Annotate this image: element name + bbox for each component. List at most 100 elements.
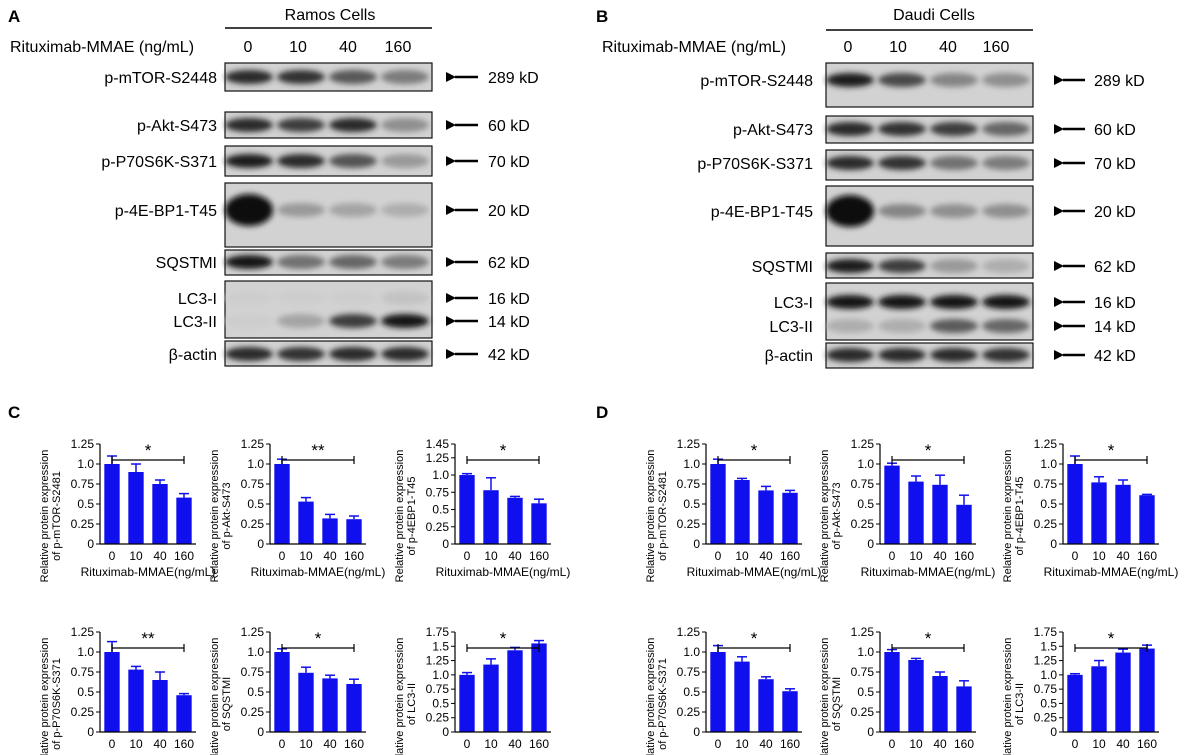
x-tick-label: 160 xyxy=(344,549,364,563)
x-axis-label: Rituximab-MMAE(ng/mL) xyxy=(81,565,216,579)
x-axis-label: Rituximab-MMAE(ng/mL) xyxy=(687,565,822,579)
y-tick-label: 1.25 xyxy=(241,625,265,639)
x-tick-label: 10 xyxy=(484,737,498,751)
y-tick-label: 1.0 xyxy=(1040,457,1057,471)
protein-label: p-4E-BP1-T45 xyxy=(115,203,217,220)
y-tick-label: 0 xyxy=(442,537,449,551)
blot-strip: p-P70S6K-S371 70 kD xyxy=(101,145,530,177)
protein-band xyxy=(930,319,978,333)
bar-chart: 0 0.25 0.5 0.75 1.0 1.25 0 10 40 160 Rituximab-MMA… xyxy=(819,625,995,755)
protein-band xyxy=(826,122,874,136)
x-tick-label: 10 xyxy=(484,549,498,563)
dose-labels: 0 10 40 160 xyxy=(844,39,1010,56)
protein-label: LC3-II xyxy=(173,314,217,331)
y-tick-label: 0 xyxy=(257,725,264,739)
y-axis-label-line: Relative protein expression xyxy=(1002,450,1014,583)
y-tick-label: 0.75 xyxy=(71,477,95,491)
blot-strip: p-4E-BP1-T45 20 kD xyxy=(711,185,1136,247)
y-tick-label: 0.75 xyxy=(1034,477,1058,491)
significance-marker: * xyxy=(315,629,322,648)
y-tick-label: 0.25 xyxy=(241,705,265,719)
protein-band xyxy=(826,73,874,87)
protein-band xyxy=(381,70,429,84)
protein-band xyxy=(878,295,926,309)
x-tick-label: 0 xyxy=(279,549,286,563)
blot-strip: LC3-I 16 kD LC3-II 14 kD xyxy=(173,280,530,339)
y-axis-label-line: of p-P70S6K-S371 xyxy=(657,658,669,750)
bar xyxy=(176,497,192,544)
x-tick-label: 160 xyxy=(344,737,364,751)
molecular-weight-label: 20 kD xyxy=(488,203,530,220)
molecular-weight-label: 14 kD xyxy=(1094,319,1136,336)
y-axis-label-line: Relative protein expression xyxy=(394,450,406,583)
y-tick-label: 1.25 xyxy=(1034,437,1058,451)
y-tick-label: 1.0 xyxy=(432,468,449,482)
y-tick-label: 1.0 xyxy=(857,645,874,659)
panel-letter-b: B xyxy=(596,7,608,26)
bar xyxy=(346,684,362,732)
y-axis-label-line: of p-4EBP1-T45 xyxy=(406,477,418,556)
significance-marker: * xyxy=(145,441,152,460)
protein-band xyxy=(225,347,273,361)
y-tick-label: 0.5 xyxy=(1040,497,1057,511)
bar xyxy=(956,504,972,544)
protein-label: β-actin xyxy=(765,348,813,365)
y-axis-label-line: Relative protein expression xyxy=(645,638,657,755)
y-tick-label: 1.25 xyxy=(851,437,875,451)
y-tick-label: 0.25 xyxy=(71,517,95,531)
bar xyxy=(710,652,726,732)
y-axis-label-line: of SQSTMI xyxy=(221,677,233,731)
molecular-weight-label: 16 kD xyxy=(488,291,530,308)
y-tick-label: 0.75 xyxy=(677,477,701,491)
protein-band xyxy=(381,347,429,361)
panel-letter-c: C xyxy=(8,403,20,422)
blot-strip: SQSTMI 62 kD xyxy=(156,249,530,276)
molecular-weight-label: 60 kD xyxy=(488,118,530,135)
y-tick-label: 1.25 xyxy=(426,654,450,668)
dose-label: 0 xyxy=(244,39,253,56)
y-tick-label: 0.25 xyxy=(71,705,95,719)
protein-band xyxy=(329,255,377,269)
y-tick-label: 0 xyxy=(867,725,874,739)
protein-band xyxy=(329,314,377,328)
bar-chart: 0 0.25 0.5 0.75 1.0 1.25 0 10 40 160 Rituximab-MMA… xyxy=(39,437,215,582)
dose-label: 160 xyxy=(983,39,1010,56)
y-tick-label: 1.0 xyxy=(77,457,94,471)
protein-band xyxy=(381,291,429,305)
y-tick-label: 1.0 xyxy=(77,645,94,659)
protein-band xyxy=(878,73,926,87)
molecular-weight-label: 289 kD xyxy=(488,70,539,87)
y-axis-label-line: Relative protein expression xyxy=(39,450,51,583)
x-tick-label: 160 xyxy=(529,549,549,563)
protein-band xyxy=(982,259,1030,273)
protein-band xyxy=(982,348,1030,362)
molecular-weight-label: 16 kD xyxy=(1094,295,1136,312)
y-tick-label: 0 xyxy=(1050,725,1057,739)
bar xyxy=(758,490,774,544)
western-blot-daudi: Daudi Cells Rituximab-MMAE (ng/mL) 0 10 40… xyxy=(602,7,1145,369)
x-tick-label: 10 xyxy=(735,549,749,563)
protein-label: SQSTMI xyxy=(752,259,813,276)
bar xyxy=(908,481,924,544)
protein-band xyxy=(930,259,978,273)
bar xyxy=(128,472,144,544)
blot-strip: p-4E-BP1-T45 20 kD xyxy=(115,182,530,248)
x-tick-label: 40 xyxy=(759,549,773,563)
bar xyxy=(1091,666,1107,732)
x-tick-label: 10 xyxy=(299,737,313,751)
protein-band xyxy=(826,156,874,170)
y-axis-label-line: of p-4EBP1-T45 xyxy=(1014,477,1026,556)
y-tick-label: 1.25 xyxy=(677,437,701,451)
molecular-weight-label: 62 kD xyxy=(1094,259,1136,276)
y-tick-label: 1.25 xyxy=(677,625,701,639)
bar xyxy=(298,672,314,732)
bar xyxy=(932,676,948,732)
y-tick-label: 1.25 xyxy=(71,625,95,639)
y-axis-label-line: of p-Akt-S473 xyxy=(831,482,843,549)
bar xyxy=(782,492,798,544)
bar xyxy=(483,664,499,732)
protein-band xyxy=(930,156,978,170)
y-tick-label: 0.75 xyxy=(426,485,450,499)
x-tick-label: 10 xyxy=(129,549,143,563)
bar-chart: 00.250.50.751.01.251.51.7501040160Rituxi… xyxy=(394,625,570,755)
